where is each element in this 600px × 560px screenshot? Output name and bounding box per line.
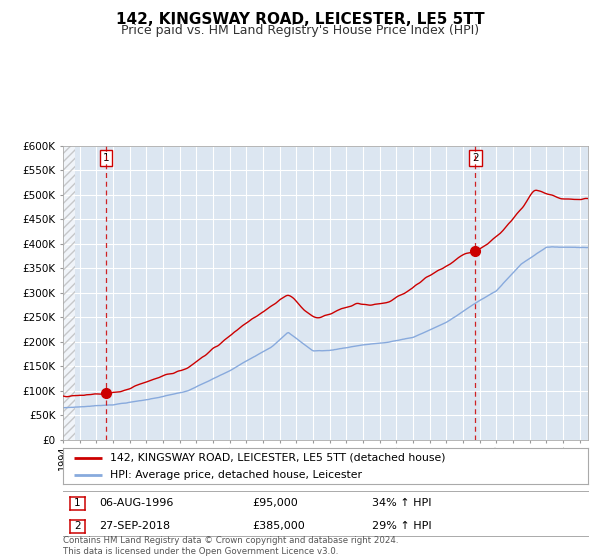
Text: HPI: Average price, detached house, Leicester: HPI: Average price, detached house, Leic… <box>110 470 362 480</box>
Text: 2: 2 <box>472 153 478 163</box>
Text: 29% ↑ HPI: 29% ↑ HPI <box>372 521 431 531</box>
Text: 06-AUG-1996: 06-AUG-1996 <box>99 498 173 508</box>
Text: 34% ↑ HPI: 34% ↑ HPI <box>372 498 431 508</box>
Text: £385,000: £385,000 <box>252 521 305 531</box>
Text: 142, KINGSWAY ROAD, LEICESTER, LE5 5TT (detached house): 142, KINGSWAY ROAD, LEICESTER, LE5 5TT (… <box>110 453 446 463</box>
Text: £95,000: £95,000 <box>252 498 298 508</box>
Text: 1: 1 <box>103 153 109 163</box>
Text: 1: 1 <box>74 498 80 508</box>
Text: Price paid vs. HM Land Registry's House Price Index (HPI): Price paid vs. HM Land Registry's House … <box>121 24 479 37</box>
Text: 142, KINGSWAY ROAD, LEICESTER, LE5 5TT: 142, KINGSWAY ROAD, LEICESTER, LE5 5TT <box>116 12 484 27</box>
Text: 27-SEP-2018: 27-SEP-2018 <box>99 521 170 531</box>
Text: Contains HM Land Registry data © Crown copyright and database right 2024.
This d: Contains HM Land Registry data © Crown c… <box>63 536 398 556</box>
Text: 2: 2 <box>74 521 80 531</box>
